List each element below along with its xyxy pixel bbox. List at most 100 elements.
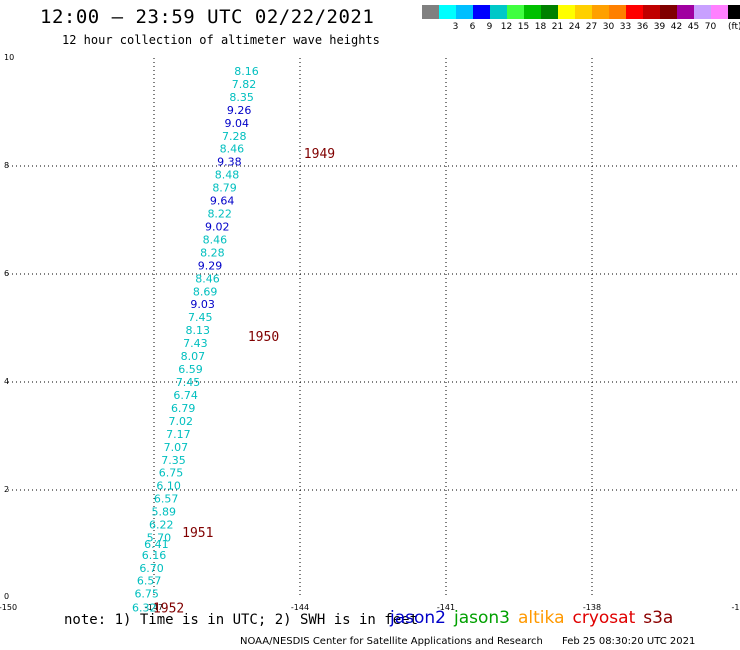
legend-label: 27 xyxy=(585,22,598,32)
timestamp: Feb 25 08:30:20 UTC 2021 xyxy=(562,636,696,647)
wave-height-label: 6.59 xyxy=(178,363,203,376)
legend-label: 9 xyxy=(486,22,493,32)
wave-height-label: 8.46 xyxy=(195,272,220,285)
y-tick-label: 4 xyxy=(4,377,9,386)
legend-swatch xyxy=(592,5,609,19)
legend-label: 70 xyxy=(704,22,717,32)
legend-swatch xyxy=(609,5,626,19)
wave-height-label: 8.79 xyxy=(212,182,237,195)
legend-swatch xyxy=(439,5,456,19)
legend-swatch xyxy=(558,5,575,19)
wave-height-label: 8.46 xyxy=(220,143,245,156)
wave-height-label: 9.02 xyxy=(205,220,230,233)
legend-label: 18 xyxy=(534,22,547,32)
legend-swatch xyxy=(456,5,473,19)
footnote: note: 1) Time is in UTC; 2) SWH is in fe… xyxy=(64,612,419,628)
legend-label: 21 xyxy=(551,22,564,32)
legend-label: 12 xyxy=(500,22,513,32)
wave-height-label: 5.70 xyxy=(147,532,172,545)
mission-label: s3a xyxy=(643,608,674,628)
wave-height-label: 9.03 xyxy=(190,298,215,311)
time-label: 1950 xyxy=(248,330,279,345)
wave-height-label: 6.22 xyxy=(149,519,174,532)
legend-swatch xyxy=(541,5,558,19)
legend-label: 33 xyxy=(619,22,632,32)
time-label: 1949 xyxy=(304,147,335,162)
wave-height-label: 8.07 xyxy=(181,350,206,363)
legend-swatch xyxy=(626,5,643,19)
y-tick-label: 8 xyxy=(4,161,9,170)
mission-label: jason2 xyxy=(390,608,446,628)
wave-height-label: 7.43 xyxy=(183,337,208,350)
x-tick-label: -150 xyxy=(0,603,17,612)
credit-text: NOAA/NESDIS Center for Satellite Applica… xyxy=(240,636,543,647)
legend-swatch xyxy=(490,5,507,19)
legend-swatch xyxy=(473,5,490,19)
y-tick-label: 0 xyxy=(4,592,9,601)
legend-label: 42 xyxy=(670,22,683,32)
time-label: 1952 xyxy=(153,602,184,617)
legend-label: 15 xyxy=(517,22,530,32)
wave-height-label: 8.22 xyxy=(207,208,232,221)
wave-height-label: 7.82 xyxy=(232,78,257,91)
wave-height-label: 5.89 xyxy=(151,506,176,519)
wave-height-label: 6.16 xyxy=(142,549,167,562)
wave-height-label: 7.45 xyxy=(176,376,201,389)
y-tick-label: 10 xyxy=(4,53,14,62)
legend-swatch xyxy=(507,5,524,19)
wave-height-label: 8.69 xyxy=(193,285,218,298)
wave-height-label: 7.07 xyxy=(164,441,189,454)
color-legend xyxy=(422,5,740,19)
legend-swatch xyxy=(728,5,740,19)
legend-swatch xyxy=(694,5,711,19)
legend-label: 39 xyxy=(653,22,666,32)
footer: NOAA/NESDIS Center for Satellite Applica… xyxy=(240,636,695,647)
legend-label: 6 xyxy=(469,22,476,32)
wave-height-label: 8.35 xyxy=(229,91,254,104)
page-title: 12:00 – 23:59 UTC 02/22/2021 xyxy=(40,6,375,28)
mission-label: cryosat xyxy=(572,608,636,628)
mission-legend: jason2 jason3 altika cryosat s3a xyxy=(390,608,681,628)
legend-swatch xyxy=(575,5,592,19)
legend-label: 30 xyxy=(602,22,615,32)
y-tick-label: 6 xyxy=(4,269,9,278)
wave-height-label: 8.28 xyxy=(200,246,225,259)
wave-height-label: 6.70 xyxy=(139,562,164,575)
wave-height-label: 9.64 xyxy=(210,195,235,208)
legend-label: 3 xyxy=(452,22,459,32)
wave-height-label: 6.79 xyxy=(171,402,196,415)
legend-swatch xyxy=(643,5,660,19)
legend-swatch xyxy=(711,5,728,19)
x-tick-label: -138 xyxy=(583,603,601,612)
wave-height-label: 6.75 xyxy=(159,467,184,480)
x-tick-label: -141 xyxy=(437,603,455,612)
mission-label: altika xyxy=(518,608,565,628)
wave-height-label: 7.45 xyxy=(188,311,213,324)
wave-height-label: 8.46 xyxy=(203,233,228,246)
wave-height-label: 9.04 xyxy=(224,117,249,130)
wave-height-label: 7.28 xyxy=(222,130,247,143)
legend-swatch xyxy=(660,5,677,19)
page-subtitle: 12 hour collection of altimeter wave hei… xyxy=(62,33,380,47)
legend-label: 24 xyxy=(568,22,581,32)
wave-height-label: 9.29 xyxy=(198,259,223,272)
wave-height-label: 6.57 xyxy=(137,575,162,588)
wave-height-label: 6.41 xyxy=(144,538,169,551)
y-tick-label: 2 xyxy=(4,485,9,494)
wave-height-label: 6.10 xyxy=(156,480,181,493)
legend-unit: (ft) xyxy=(728,22,740,32)
wave-height-label: 7.35 xyxy=(161,454,186,467)
wave-height-label: 8.13 xyxy=(186,324,211,337)
wave-height-label: 8.16 xyxy=(234,65,259,78)
legend-label: 36 xyxy=(636,22,649,32)
legend-swatch xyxy=(422,5,439,19)
time-label: 1951 xyxy=(182,526,213,541)
wave-height-label: 6.32 xyxy=(132,602,157,615)
wave-height-label: 8.48 xyxy=(215,169,240,182)
legend-swatch xyxy=(677,5,694,19)
x-tick-label: -144 xyxy=(291,603,309,612)
wave-height-label: 9.38 xyxy=(217,156,242,169)
wave-height-label: 6.74 xyxy=(173,389,198,402)
wave-height-label: 6.75 xyxy=(134,588,159,601)
